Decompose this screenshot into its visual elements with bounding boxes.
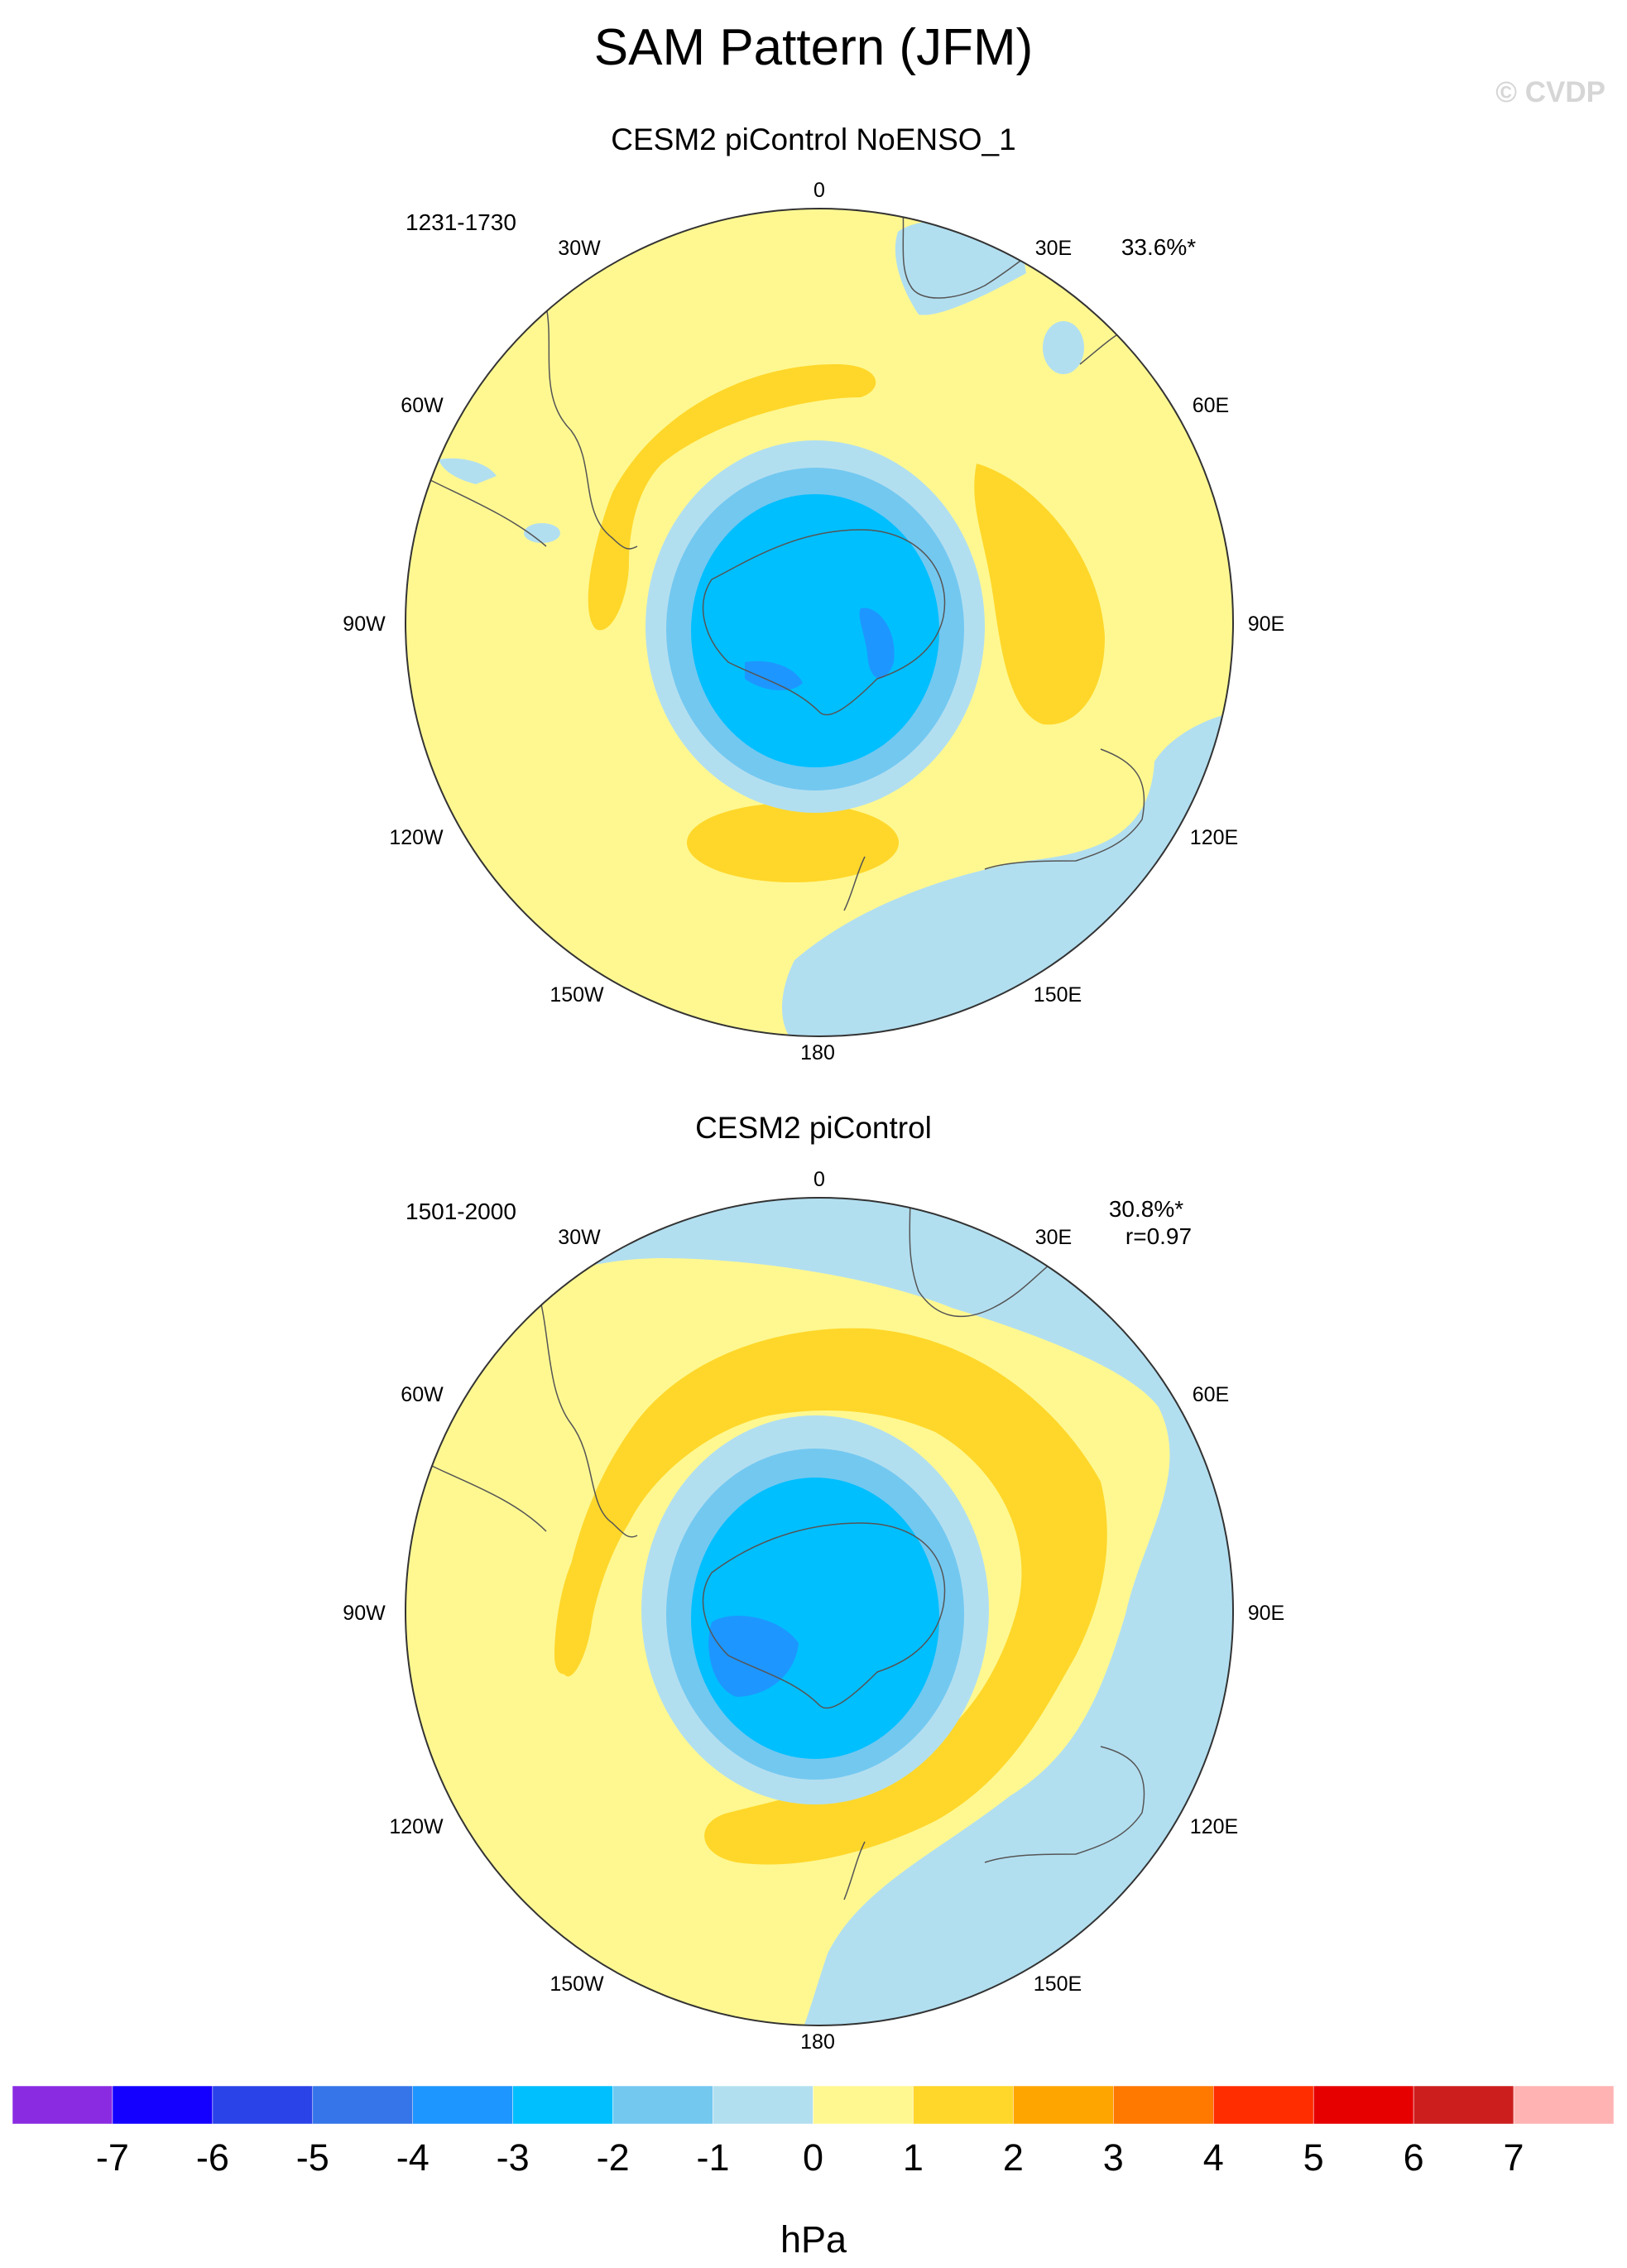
lon-label-90w: 90W [343, 1602, 386, 1625]
lon-label-150w: 150W [550, 983, 604, 1007]
lon-label-90w: 90W [343, 613, 386, 636]
lon-label-120e: 120E [1190, 826, 1238, 849]
lon-label-150e: 150E [1034, 1972, 1082, 1996]
colorbar-tick-label: -7 [96, 2136, 129, 2179]
lon-label-120w: 120W [389, 1815, 444, 1838]
colorbar-box [1513, 2085, 1615, 2125]
colorbar-box [1113, 2085, 1214, 2125]
colorbar-tick-label: 1 [903, 2136, 924, 2179]
lon-label-120w: 120W [389, 826, 444, 849]
colorbar-tick-label: 0 [803, 2136, 823, 2179]
panel-2-positive-ring [560, 1328, 1107, 1865]
panel-1-map: 0 30E 60E 90E 120E 150E 180 150W 120W 90… [343, 179, 1284, 1064]
colorbar-tick-label: -6 [196, 2136, 229, 2179]
lon-label-30e: 30E [1035, 237, 1072, 260]
panel-1-years: 1231-1730 [406, 209, 516, 235]
lon-label-60w: 60W [401, 394, 444, 417]
colorbar-tick-label: 4 [1203, 2136, 1224, 2179]
colorbar-tick-label: 6 [1404, 2136, 1424, 2179]
panel-2-map: 0 30E 60E 90E 120E 150E 180 150W 120W 90… [343, 1168, 1284, 2054]
colorbar-tick-label: 3 [1103, 2136, 1124, 2179]
watermark: © CVDP [1495, 76, 1605, 108]
colorbar-tick-label: -1 [697, 2136, 730, 2179]
panel-1-title: CESM2 piControl NoENSO_1 [611, 123, 1016, 156]
colorbar-tick-label: 2 [1003, 2136, 1024, 2179]
panel-1-pct-variance: 33.6%* [1121, 234, 1196, 260]
lon-label-150w: 150W [550, 1972, 604, 1996]
colorbar-tick-label: 7 [1504, 2136, 1524, 2179]
lon-label-150e: 150E [1034, 983, 1082, 1007]
panel-1-central-negative-core [691, 494, 939, 767]
panel-2-map-border [405, 1197, 1234, 2026]
lon-label-180: 180 [800, 2030, 835, 2054]
colorbar-box [1413, 2085, 1514, 2125]
lon-label-30e: 30E [1035, 1226, 1072, 1249]
colorbar-box [713, 2085, 814, 2125]
colorbar-box [312, 2085, 413, 2125]
colorbar-unit: hPa [780, 2218, 847, 2261]
lon-label-0: 0 [814, 179, 825, 202]
panel-1-positive-region [588, 364, 876, 631]
lon-label-60e: 60E [1193, 394, 1229, 417]
lon-label-90e: 90E [1248, 1602, 1284, 1625]
lon-label-0: 0 [814, 1168, 825, 1191]
panel-1-map-border [405, 208, 1234, 1037]
colorbar: -7 -6 -5 -4 -3 -2 -1 0 1 2 3 4 5 6 7 [12, 2085, 1615, 2179]
lon-label-30w: 30W [558, 237, 601, 260]
panel-2-title: CESM2 piControl [695, 1111, 932, 1145]
colorbar-tick-label: -3 [497, 2136, 530, 2179]
colorbar-box [212, 2085, 314, 2125]
colorbar-box [913, 2085, 1014, 2125]
lon-label-120e: 120E [1190, 1815, 1238, 1838]
colorbar-box [512, 2085, 613, 2125]
colorbar-box [12, 2085, 113, 2125]
lon-label-60w: 60W [401, 1383, 444, 1406]
colorbar-box [1213, 2085, 1314, 2125]
colorbar-box [813, 2085, 914, 2125]
colorbar-box [1013, 2085, 1114, 2125]
colorbar-ticks: -7 -6 -5 -4 -3 -2 -1 0 1 2 3 4 5 6 7 [96, 2136, 1524, 2179]
colorbar-tick-label: -4 [396, 2136, 430, 2179]
lon-label-180: 180 [800, 1041, 835, 1064]
colorbar-box [112, 2085, 214, 2125]
figure-title: SAM Pattern (JFM) [593, 19, 1034, 76]
colorbar-tick-label: -2 [597, 2136, 630, 2179]
lon-label-90e: 90E [1248, 613, 1284, 636]
colorbar-box [1313, 2085, 1414, 2125]
colorbar-tick-label: 5 [1303, 2136, 1324, 2179]
colorbar-tick-label: -5 [296, 2136, 329, 2179]
colorbar-box [612, 2085, 713, 2125]
colorbar-boxes [12, 2085, 1615, 2125]
panel-2-years: 1501-2000 [406, 1199, 516, 1224]
lon-label-60e: 60E [1193, 1383, 1229, 1406]
panel-2-pattern-corr: r=0.97 [1125, 1223, 1192, 1249]
lon-label-30w: 30W [558, 1226, 601, 1249]
colorbar-box [412, 2085, 513, 2125]
panel-2-pct-variance: 30.8%* [1109, 1196, 1183, 1222]
